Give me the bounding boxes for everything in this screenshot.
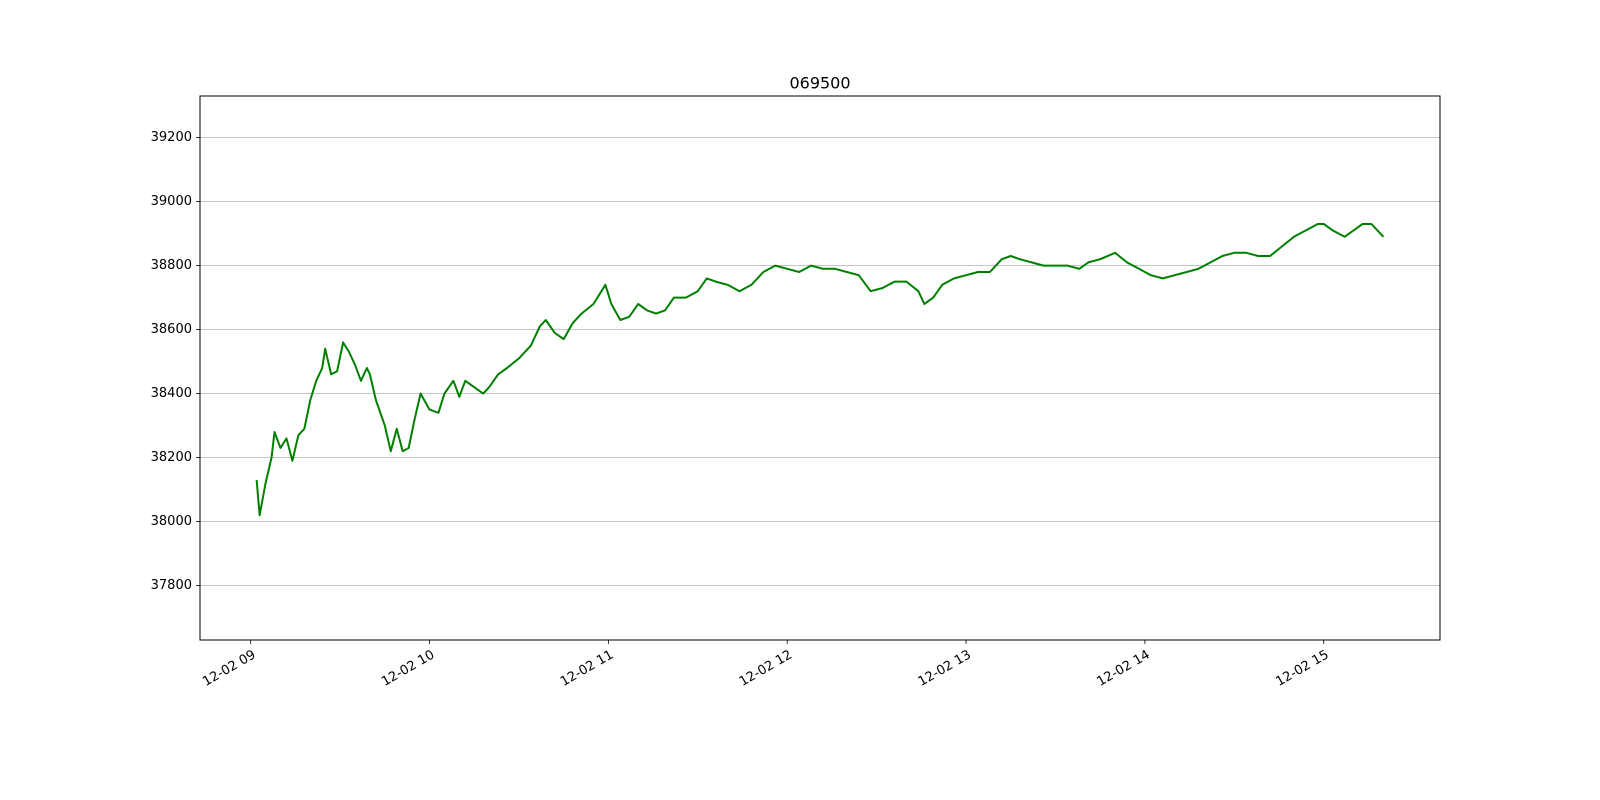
- y-tick-label: 37800: [151, 578, 192, 593]
- price-line: [255, 223, 1385, 517]
- y-tick-label: 38400: [151, 386, 192, 401]
- y-tick-label: 38000: [151, 514, 192, 529]
- y-tick-label: 39000: [151, 194, 192, 209]
- y-tick-label: 38800: [151, 258, 192, 273]
- y-tick-label: 38600: [151, 322, 192, 337]
- y-tick-label: 38200: [151, 450, 192, 465]
- plot-frame: [199, 95, 1441, 641]
- y-tick-label: 39200: [151, 130, 192, 145]
- chart-title: 069500: [789, 74, 850, 93]
